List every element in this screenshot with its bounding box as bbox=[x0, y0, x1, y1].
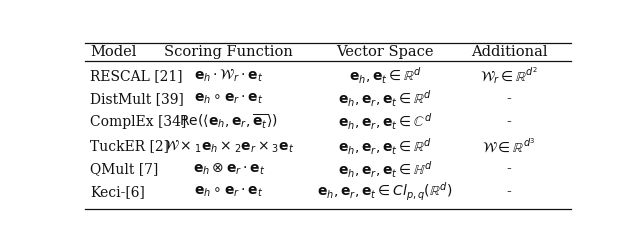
Text: -: - bbox=[507, 115, 511, 129]
Text: $\mathbf{e}_h, \mathbf{e}_r, \mathbf{e}_t \in \mathbb{C}^d$: $\mathbf{e}_h, \mathbf{e}_r, \mathbf{e}_… bbox=[338, 112, 432, 132]
Text: QMult [7]: QMult [7] bbox=[90, 163, 158, 176]
Text: $\mathcal{W}_r \in \mathbb{R}^{d^2}$: $\mathcal{W}_r \in \mathbb{R}^{d^2}$ bbox=[480, 66, 538, 87]
Text: Model: Model bbox=[90, 45, 136, 59]
Text: $\mathbf{e}_h, \mathbf{e}_r, \mathbf{e}_t \in \mathbb{R}^d$: $\mathbf{e}_h, \mathbf{e}_r, \mathbf{e}_… bbox=[338, 136, 432, 157]
Text: $\mathbf{e}_h \circ \mathbf{e}_r \cdot \mathbf{e}_t$: $\mathbf{e}_h \circ \mathbf{e}_r \cdot \… bbox=[194, 92, 264, 106]
Text: ComplEx [34]: ComplEx [34] bbox=[90, 115, 186, 129]
Text: Vector Space: Vector Space bbox=[336, 45, 434, 59]
Text: -: - bbox=[507, 185, 511, 199]
Text: $\mathbf{e}_h \otimes \mathbf{e}_r \cdot \mathbf{e}_t$: $\mathbf{e}_h \otimes \mathbf{e}_r \cdot… bbox=[193, 162, 265, 177]
Text: $\mathbf{e}_h \circ \mathbf{e}_r \cdot \mathbf{e}_t$: $\mathbf{e}_h \circ \mathbf{e}_r \cdot \… bbox=[194, 185, 264, 199]
Text: $\mathbf{e}_h, \mathbf{e}_r, \mathbf{e}_t \in \mathbb{H}^d$: $\mathbf{e}_h, \mathbf{e}_r, \mathbf{e}_… bbox=[338, 159, 433, 180]
Text: Scoring Function: Scoring Function bbox=[164, 45, 293, 59]
Text: -: - bbox=[507, 92, 511, 106]
Text: -: - bbox=[507, 163, 511, 176]
Text: Additional: Additional bbox=[471, 45, 547, 59]
Text: $\mathbf{e}_h, \mathbf{e}_r, \mathbf{e}_t \in \mathbb{R}^d$: $\mathbf{e}_h, \mathbf{e}_r, \mathbf{e}_… bbox=[338, 89, 432, 109]
Text: DistMult [39]: DistMult [39] bbox=[90, 92, 184, 106]
Text: Keci-[6]: Keci-[6] bbox=[90, 185, 145, 199]
Text: $\mathcal{W} \in \mathbb{R}^{d^3}$: $\mathcal{W} \in \mathbb{R}^{d^3}$ bbox=[482, 138, 536, 156]
Text: $\mathcal{W} \times_1 \mathbf{e}_h \times_2 \mathbf{e}_r \times_3 \mathbf{e}_t$: $\mathcal{W} \times_1 \mathbf{e}_h \time… bbox=[164, 138, 294, 155]
Text: $\mathbf{e}_h \cdot \mathcal{W}_r \cdot \mathbf{e}_t$: $\mathbf{e}_h \cdot \mathcal{W}_r \cdot … bbox=[194, 68, 264, 84]
Text: $\mathrm{Re}(\langle \mathbf{e}_h, \mathbf{e}_r, \overline{\mathbf{e}_t}\rangle): $\mathrm{Re}(\langle \mathbf{e}_h, \math… bbox=[179, 113, 278, 131]
Text: TuckER [2]: TuckER [2] bbox=[90, 140, 169, 154]
Text: RESCAL [21]: RESCAL [21] bbox=[90, 69, 182, 83]
Text: $\mathbf{e}_h, \mathbf{e}_r, \mathbf{e}_t \in Cl_{p,q}(\mathbb{R}^d)$: $\mathbf{e}_h, \mathbf{e}_r, \mathbf{e}_… bbox=[317, 181, 452, 203]
Text: $\mathbf{e}_h, \mathbf{e}_t \in \mathbb{R}^d$: $\mathbf{e}_h, \mathbf{e}_t \in \mathbb{… bbox=[349, 66, 422, 86]
